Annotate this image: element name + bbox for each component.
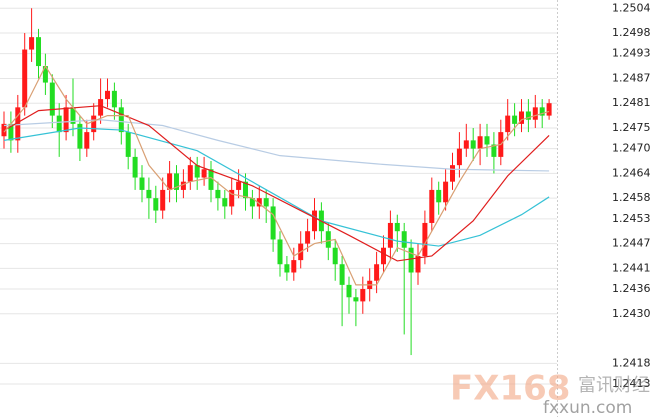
y-tick-label: 1.2436 xyxy=(612,282,651,295)
candle-body xyxy=(167,173,173,190)
y-tick-label: 1.2504 xyxy=(612,1,651,14)
candle-body xyxy=(470,140,476,149)
candle-body xyxy=(381,247,386,265)
y-tick-label: 1.2441 xyxy=(612,261,651,274)
candle-body xyxy=(77,123,83,149)
candle-body xyxy=(91,115,97,133)
candle-body xyxy=(450,165,455,182)
candle-body xyxy=(201,169,207,178)
y-tick-label: 1.2413 xyxy=(612,377,651,390)
candle-body xyxy=(284,264,290,273)
candle-body xyxy=(243,181,248,199)
candle-body xyxy=(160,189,166,211)
candle-body xyxy=(118,107,124,133)
y-tick-label: 1.2430 xyxy=(612,307,651,320)
candle-body xyxy=(456,148,462,166)
candle-body xyxy=(415,255,421,273)
y-tick-label: 1.2481 xyxy=(612,96,651,109)
candle-body xyxy=(484,136,490,145)
watermark-site: fxxun.com xyxy=(543,398,632,417)
candle-body xyxy=(387,222,393,248)
candle-body xyxy=(139,177,145,190)
y-tick-label: 1.2487 xyxy=(612,71,651,84)
candle-body xyxy=(229,189,235,207)
candle-body xyxy=(98,99,104,116)
moving-average xyxy=(3,64,550,286)
candle-body xyxy=(525,111,531,120)
candle-body xyxy=(305,231,311,244)
candle-body xyxy=(505,115,511,133)
candle-body xyxy=(512,115,518,124)
y-tick-label: 1.2470 xyxy=(612,142,651,155)
candle-body xyxy=(194,165,200,178)
candle-body xyxy=(519,111,524,124)
moving-average xyxy=(3,119,550,172)
y-tick-label: 1.2464 xyxy=(612,166,651,179)
watermark: FX168 富讯财经 fxxun.com xyxy=(450,369,650,417)
candle-body xyxy=(111,90,117,108)
candle-body xyxy=(270,206,276,240)
candle-body xyxy=(408,247,414,273)
candle-body xyxy=(29,37,35,50)
candle-body xyxy=(132,156,138,178)
candle-body xyxy=(353,297,359,302)
candle-body xyxy=(374,264,380,281)
candle-body xyxy=(105,90,110,100)
candle-body xyxy=(8,123,14,141)
y-tick-label: 1.2493 xyxy=(612,47,651,60)
y-tick-label: 1.2418 xyxy=(612,356,651,369)
y-tick-label: 1.2458 xyxy=(612,191,651,204)
candle-body xyxy=(146,189,152,199)
y-tick-label: 1.2498 xyxy=(612,26,651,39)
watermark-name: 富讯财经 xyxy=(578,375,650,396)
candle-body xyxy=(491,144,497,157)
candle-body xyxy=(42,66,48,83)
candle-body xyxy=(263,198,269,207)
watermark-logo: FX168 xyxy=(450,369,570,409)
candle-body xyxy=(222,198,228,207)
moving-average xyxy=(3,105,550,262)
candle-body xyxy=(153,198,159,211)
candle-body xyxy=(346,284,352,298)
candle-body xyxy=(236,181,242,190)
candle-body xyxy=(443,181,449,203)
candle-body xyxy=(125,132,131,157)
candle-body xyxy=(325,231,331,248)
candle-body xyxy=(15,107,21,141)
candle-body xyxy=(256,198,262,207)
candle-body xyxy=(422,222,428,256)
candle-body xyxy=(277,239,283,265)
y-tick-label: 1.2453 xyxy=(612,212,651,225)
candle-body xyxy=(477,136,483,149)
candle-body xyxy=(208,169,214,190)
candle-body xyxy=(187,165,193,182)
candle-body xyxy=(332,247,338,265)
candle-body xyxy=(463,140,469,149)
candle-body xyxy=(36,37,41,67)
candle-body xyxy=(436,189,442,203)
candle-body xyxy=(22,49,28,108)
candle-body xyxy=(70,107,76,124)
candle-body xyxy=(63,107,69,133)
candle-body xyxy=(360,289,366,302)
candle-body xyxy=(401,231,407,248)
candle-body xyxy=(174,173,179,190)
y-tick-label: 1.2475 xyxy=(612,121,651,134)
candle-body xyxy=(339,264,345,285)
candle-body xyxy=(312,210,317,232)
candle-body xyxy=(215,189,221,199)
candle-body xyxy=(56,115,62,133)
candle-body xyxy=(429,189,435,223)
y-tick-label: 1.2447 xyxy=(612,237,651,250)
candle-body xyxy=(291,260,297,273)
candle-body xyxy=(249,198,255,207)
candle-body xyxy=(394,222,400,232)
candle-body xyxy=(49,82,55,116)
candle-body xyxy=(84,132,90,149)
candle-body xyxy=(180,181,186,190)
candle-body xyxy=(546,103,552,116)
candle-body xyxy=(532,107,538,120)
candle-body xyxy=(539,107,545,116)
